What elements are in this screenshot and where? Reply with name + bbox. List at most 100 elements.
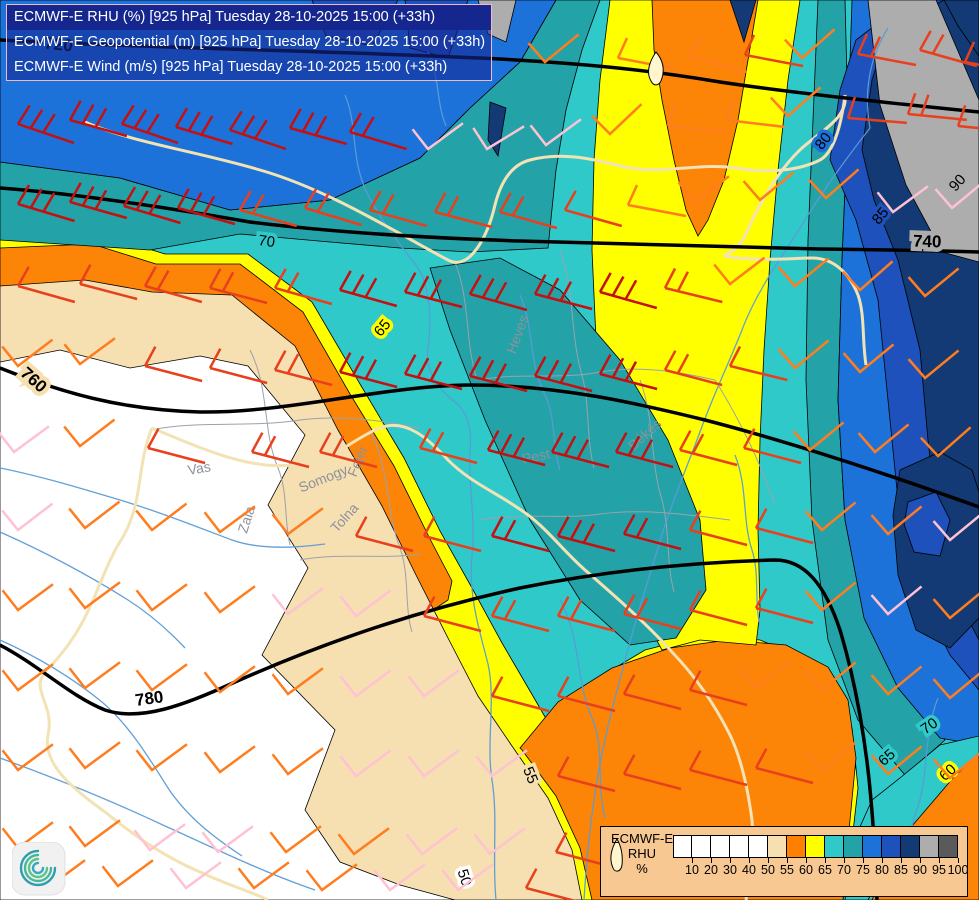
- wind-barb: [407, 749, 460, 778]
- wind-barb: [201, 825, 254, 854]
- wind-barb-shaft: [407, 749, 460, 778]
- wind-barb-shaft: [529, 118, 582, 147]
- wind-barb: [169, 861, 222, 890]
- wind-barb-shaft: [407, 669, 460, 698]
- wind-barb: [16, 266, 76, 304]
- county-border: [149, 417, 421, 431]
- wind-barb-feather: [135, 190, 149, 211]
- wind-barb: [68, 100, 128, 138]
- title-line-rhu: ECMWF-E RHU (%) [925 hPa] Tuesday 28-10-…: [7, 5, 491, 30]
- wind-barb-feather: [29, 109, 44, 130]
- wind-barb: [742, 171, 795, 202]
- legend-color-cell: [806, 835, 825, 858]
- wind-barb-feather: [120, 104, 135, 125]
- wind-barb: [271, 747, 324, 776]
- wind-barb-shaft: [271, 587, 324, 616]
- wind-barb-feather: [81, 103, 95, 125]
- wind-barb-shaft: [472, 125, 525, 151]
- wind-barb-feather: [94, 189, 108, 211]
- wind-barb-feather: [433, 192, 447, 213]
- geopotential-contour: [0, 186, 979, 254]
- legend-tick-label: 60: [799, 863, 813, 877]
- wind-barb-feather: [94, 107, 108, 129]
- wind-barb: [490, 676, 550, 713]
- wind-barb-feather: [556, 756, 570, 777]
- legend-color-cell: [863, 835, 882, 858]
- wind-barb: [743, 34, 804, 68]
- wind-barb: [203, 505, 256, 534]
- wind-barb-feather: [238, 190, 252, 211]
- wind-barb: [101, 859, 154, 888]
- wind-barb-shaft: [627, 203, 687, 218]
- legend-tick-label: 80: [875, 863, 889, 877]
- wind-barb: [1, 583, 54, 612]
- wind-barb: [663, 267, 723, 304]
- wind-barb-feather: [624, 279, 638, 301]
- wind-barb-feather: [351, 273, 365, 295]
- wind-barb: [339, 749, 392, 778]
- wind-barb: [622, 754, 682, 791]
- wind-barb-shaft: [271, 667, 324, 696]
- wind-barb-shaft: [534, 292, 593, 311]
- wind-barb: [68, 741, 121, 770]
- wind-barb: [135, 502, 188, 532]
- wind-barb-feather: [688, 36, 702, 57]
- wind-barb-shaft: [63, 418, 116, 448]
- wind-barb: [405, 827, 458, 856]
- legend-tick: [939, 858, 940, 863]
- wind-barb-feather: [486, 430, 500, 451]
- wind-barb-feather: [498, 192, 512, 213]
- wind-barb: [688, 36, 748, 74]
- wind-barb: [1, 663, 54, 692]
- wind-barb-feather: [635, 517, 649, 539]
- legend-param: RHU: [627, 846, 657, 861]
- wind-barb-feather: [494, 281, 508, 303]
- wind-barb: [739, 660, 792, 690]
- legend-color-cell: [730, 835, 749, 858]
- wind-barb-feather: [576, 439, 590, 460]
- wind-barb-feather: [742, 428, 756, 449]
- wind-barb-feather: [416, 275, 430, 297]
- wind-barb-feather: [663, 350, 677, 371]
- wind-barb-shaft: [135, 502, 188, 532]
- wind-barb-feather: [622, 594, 636, 615]
- wind-barb-feather: [429, 279, 443, 300]
- wind-barb-feather: [688, 590, 702, 611]
- wind-barb: [68, 182, 128, 220]
- wind-barb: [68, 819, 121, 848]
- wind-barb-shaft: [473, 827, 526, 856]
- wind-barb: [373, 863, 426, 892]
- wind-barb-shaft: [599, 290, 658, 310]
- wind-barb-feather: [666, 104, 677, 127]
- wind-barb-shaft: [423, 534, 482, 553]
- wind-barb-shaft: [239, 208, 298, 228]
- wind-barb: [318, 432, 378, 469]
- wind-barb-feather: [143, 346, 157, 367]
- wind-barb-shaft: [964, 60, 979, 66]
- wind-barb-shaft: [203, 745, 256, 774]
- wind-barb-shaft: [405, 827, 458, 856]
- geopotential-label: 740: [913, 232, 942, 252]
- wind-barb: [68, 500, 121, 530]
- wind-barb: [598, 354, 658, 391]
- wind-barb: [68, 581, 121, 610]
- legend-tick-label: 50: [761, 863, 775, 877]
- wind-barb: [677, 175, 730, 204]
- wind-barb-shaft: [133, 823, 186, 852]
- wind-barb-feather: [533, 356, 547, 377]
- wind-barb-feather: [616, 37, 629, 59]
- wind-barb-feather: [148, 194, 162, 215]
- wind-barb: [407, 669, 460, 698]
- wind-barb-feather: [431, 431, 445, 453]
- wind-barb-feather: [174, 107, 189, 128]
- wind-barb: [339, 669, 392, 698]
- legend-color-cell: [901, 835, 920, 858]
- wind-barb: [338, 270, 398, 308]
- wind-barb-feather: [468, 356, 482, 377]
- wind-barb: [666, 104, 727, 134]
- title-line-geopotential: ECMWF-E Geopotential (m) [925 hPa] Tuesd…: [7, 30, 491, 55]
- wind-barb-feather: [338, 270, 352, 291]
- wind-barb: [622, 594, 682, 631]
- wind-barb-feather: [468, 274, 482, 295]
- wind-barb: [724, 98, 785, 129]
